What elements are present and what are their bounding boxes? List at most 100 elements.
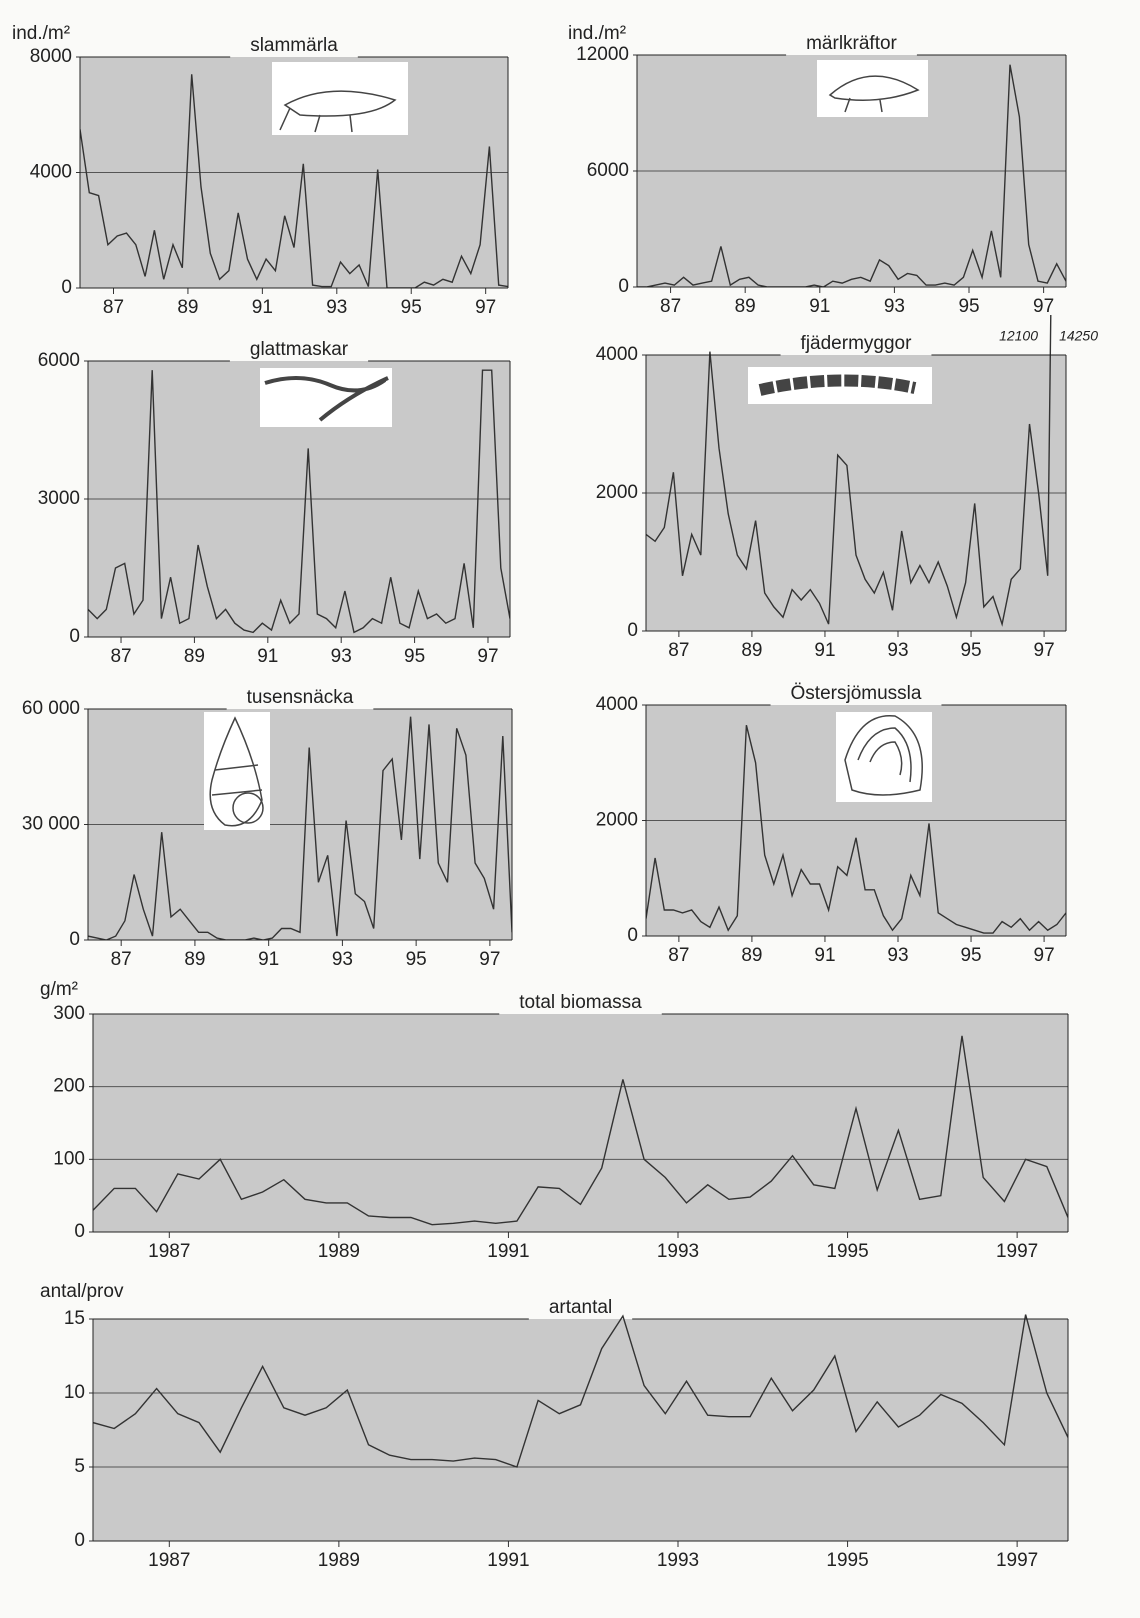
x-tick-label: 1993 bbox=[657, 1550, 699, 1571]
chart-title: artantal bbox=[549, 1297, 612, 1318]
x-tick-label: 93 bbox=[326, 297, 347, 318]
y-axis-label: antal/prov bbox=[40, 1281, 124, 1302]
y-tick-label: 0 bbox=[61, 277, 72, 298]
x-tick-label: 89 bbox=[184, 646, 205, 667]
x-tick-label: 87 bbox=[111, 949, 132, 970]
series-line bbox=[646, 725, 1066, 934]
x-tick-label: 93 bbox=[887, 640, 908, 661]
chart-title: Östersjömussla bbox=[791, 683, 922, 704]
y-axis-label: ind./m² bbox=[12, 23, 70, 44]
annotation: 14250 bbox=[1059, 328, 1098, 344]
y-tick-label: 10 bbox=[64, 1382, 85, 1403]
x-tick-label: 89 bbox=[735, 296, 756, 317]
y-tick-label: 5 bbox=[74, 1456, 85, 1477]
x-tick-label: 87 bbox=[660, 296, 681, 317]
y-tick-label: 0 bbox=[74, 1530, 85, 1551]
illustration bbox=[260, 368, 392, 427]
x-tick-label: 1987 bbox=[148, 1550, 190, 1571]
y-tick-label: 60 000 bbox=[22, 698, 80, 719]
x-tick-label: 95 bbox=[960, 640, 981, 661]
x-tick-label: 1997 bbox=[996, 1241, 1038, 1262]
illustrations bbox=[204, 60, 932, 830]
y-tick-label: 3000 bbox=[38, 488, 80, 509]
snail-sketch bbox=[232, 792, 264, 824]
x-tick-label: 1991 bbox=[487, 1550, 529, 1571]
x-tick-label: 89 bbox=[177, 297, 198, 318]
y-tick-label: 0 bbox=[69, 626, 80, 647]
x-tick-label: 93 bbox=[884, 296, 905, 317]
series-line bbox=[93, 1035, 1068, 1226]
x-tick-label: 1989 bbox=[318, 1241, 360, 1262]
y-tick-label: 6000 bbox=[38, 350, 80, 371]
y-tick-label: 0 bbox=[627, 620, 638, 641]
amphipod-sketch bbox=[279, 90, 397, 133]
x-tick-label: 91 bbox=[809, 296, 830, 317]
x-tick-label: 87 bbox=[668, 640, 689, 661]
worm-sketch bbox=[264, 375, 389, 422]
plot-area bbox=[93, 1319, 1068, 1541]
x-tick-label: 87 bbox=[103, 297, 124, 318]
annotation: 12100 bbox=[999, 328, 1038, 344]
series-line bbox=[80, 74, 508, 288]
y-tick-label: 0 bbox=[74, 1221, 85, 1242]
y-tick-label: 2000 bbox=[596, 482, 638, 503]
y-axis-label: g/m² bbox=[40, 979, 78, 1000]
y-axis-label: ind./m² bbox=[568, 23, 626, 44]
x-tick-label: 95 bbox=[958, 296, 979, 317]
series-line bbox=[88, 716, 512, 940]
x-tick-label: 93 bbox=[332, 949, 353, 970]
x-tick-label: 93 bbox=[331, 646, 352, 667]
x-tick-label: 97 bbox=[1034, 640, 1055, 661]
x-tick-label: 97 bbox=[1034, 945, 1055, 966]
x-tick-label: 91 bbox=[258, 949, 279, 970]
plots: 0 4000 8000 87 89 91 93 95 97 slammärla ind./m² 0 60… bbox=[12, 23, 1098, 1571]
x-tick-label: 95 bbox=[960, 945, 981, 966]
x-tick-label: 97 bbox=[479, 949, 500, 970]
amphipod-sketch bbox=[828, 75, 920, 113]
series-line bbox=[637, 64, 1066, 287]
x-tick-label: 89 bbox=[741, 640, 762, 661]
illustration bbox=[836, 712, 932, 802]
y-tick-label: 0 bbox=[627, 925, 638, 946]
x-tick-label: 1995 bbox=[826, 1241, 868, 1262]
x-tick-label: 95 bbox=[406, 949, 427, 970]
chart-title: glattmaskar bbox=[250, 339, 349, 360]
x-tick-label: 89 bbox=[741, 945, 762, 966]
chart-title: slammärla bbox=[250, 35, 338, 56]
y-tick-label: 15 bbox=[64, 1308, 85, 1329]
chart-title: total biomassa bbox=[519, 992, 642, 1013]
chart-title: märlkräftor bbox=[806, 33, 897, 54]
x-tick-label: 95 bbox=[404, 646, 425, 667]
x-tick-label: 1997 bbox=[996, 1550, 1038, 1571]
x-tick-label: 97 bbox=[1033, 296, 1054, 317]
y-tick-label: 12000 bbox=[576, 44, 629, 65]
y-tick-label: 0 bbox=[618, 276, 629, 297]
x-tick-label: 89 bbox=[184, 949, 205, 970]
x-tick-label: 91 bbox=[252, 297, 273, 318]
x-tick-label: 97 bbox=[475, 297, 496, 318]
y-tick-label: 100 bbox=[53, 1148, 85, 1169]
y-tick-label: 8000 bbox=[30, 46, 72, 67]
y-tick-label: 4000 bbox=[596, 344, 638, 365]
y-tick-label: 0 bbox=[69, 929, 80, 950]
y-tick-label: 6000 bbox=[587, 160, 629, 181]
clam-sketch bbox=[844, 715, 923, 796]
x-tick-label: 91 bbox=[814, 945, 835, 966]
illustration bbox=[817, 60, 928, 117]
chart: 0 2000 4000 87 89 91 93 95 97 Östersjömussla bbox=[596, 683, 1067, 966]
chart-title: tusensnäcka bbox=[247, 687, 354, 708]
chart: 0 100 200 300 1987 1989 1991 1993 1995 1997 total … bbox=[40, 979, 1069, 1262]
x-tick-label: 95 bbox=[401, 297, 422, 318]
y-tick-label: 300 bbox=[53, 1003, 85, 1024]
x-tick-label: 91 bbox=[814, 640, 835, 661]
y-tick-label: 4000 bbox=[30, 162, 72, 183]
chart-title: fjädermyggor bbox=[801, 333, 913, 354]
y-tick-label: 30 000 bbox=[22, 814, 80, 835]
y-tick-label: 2000 bbox=[596, 810, 638, 831]
illustration bbox=[272, 62, 408, 135]
x-tick-label: 1991 bbox=[487, 1241, 529, 1262]
x-tick-label: 1987 bbox=[148, 1241, 190, 1262]
x-tick-label: 1993 bbox=[657, 1241, 699, 1262]
series-line bbox=[646, 315, 1052, 627]
